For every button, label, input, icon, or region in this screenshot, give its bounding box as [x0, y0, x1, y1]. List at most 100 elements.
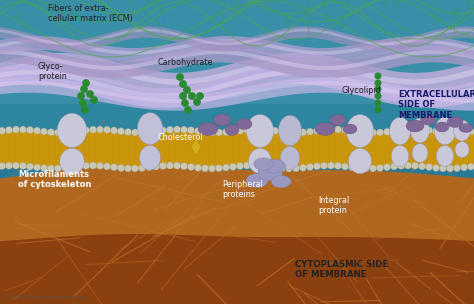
Circle shape [313, 163, 320, 170]
Text: EXTRACELLULAR
SIDE OF
MEMBRANE: EXTRACELLULAR SIDE OF MEMBRANE [398, 90, 474, 120]
Circle shape [244, 162, 250, 169]
Circle shape [6, 126, 12, 133]
Ellipse shape [420, 115, 436, 125]
Circle shape [12, 126, 19, 133]
Circle shape [180, 93, 186, 99]
Circle shape [383, 128, 391, 135]
Circle shape [185, 107, 191, 113]
Circle shape [189, 93, 195, 99]
Circle shape [103, 163, 110, 170]
Text: © 2011 Pearson Education, Inc.: © 2011 Pearson Education, Inc. [4, 295, 88, 300]
Circle shape [153, 128, 159, 135]
Ellipse shape [57, 113, 87, 147]
Circle shape [110, 164, 118, 171]
Ellipse shape [213, 114, 230, 126]
Ellipse shape [280, 147, 300, 170]
Circle shape [118, 128, 125, 135]
Ellipse shape [315, 123, 335, 136]
Circle shape [180, 81, 186, 87]
Circle shape [432, 128, 439, 135]
Circle shape [426, 127, 432, 134]
Circle shape [307, 128, 313, 135]
Circle shape [419, 126, 426, 133]
Ellipse shape [348, 148, 372, 174]
Circle shape [27, 163, 34, 170]
Circle shape [34, 127, 40, 134]
Text: Peripheral
proteins: Peripheral proteins [222, 180, 263, 199]
Circle shape [404, 162, 411, 169]
Ellipse shape [278, 116, 301, 146]
Circle shape [244, 126, 250, 133]
Circle shape [356, 164, 363, 171]
Circle shape [80, 100, 86, 106]
Circle shape [285, 165, 292, 172]
Circle shape [250, 162, 257, 169]
Circle shape [454, 129, 461, 136]
Text: Glycolipid: Glycolipid [342, 86, 382, 95]
Ellipse shape [410, 118, 429, 143]
Circle shape [177, 74, 183, 80]
Circle shape [398, 127, 404, 134]
Circle shape [398, 162, 404, 169]
Circle shape [194, 99, 200, 105]
Text: Glyco-
protein: Glyco- protein [38, 62, 67, 81]
Circle shape [103, 126, 110, 133]
Circle shape [75, 163, 82, 170]
Text: Carbohydrate: Carbohydrate [158, 58, 213, 67]
Circle shape [159, 127, 166, 134]
Circle shape [300, 129, 307, 136]
Circle shape [188, 164, 194, 171]
Circle shape [461, 129, 467, 136]
Circle shape [78, 93, 84, 99]
Circle shape [250, 126, 257, 133]
Circle shape [447, 129, 454, 136]
Circle shape [201, 165, 209, 172]
Circle shape [153, 163, 159, 170]
Circle shape [40, 165, 47, 172]
Circle shape [97, 126, 103, 133]
Ellipse shape [254, 158, 273, 170]
Circle shape [375, 93, 381, 99]
Circle shape [69, 164, 75, 171]
Bar [0, 104, 474, 304]
Circle shape [370, 165, 376, 172]
Circle shape [257, 163, 264, 170]
Circle shape [328, 162, 335, 169]
Circle shape [237, 163, 244, 170]
Circle shape [341, 126, 348, 133]
Circle shape [197, 93, 203, 99]
Circle shape [62, 164, 69, 171]
Circle shape [216, 165, 222, 172]
Circle shape [19, 126, 27, 133]
Bar [0, 144, 474, 304]
Circle shape [6, 162, 12, 169]
Ellipse shape [271, 175, 291, 188]
Ellipse shape [258, 165, 283, 181]
Ellipse shape [264, 159, 286, 173]
Ellipse shape [435, 122, 449, 132]
Ellipse shape [248, 148, 272, 174]
Circle shape [454, 165, 461, 172]
Ellipse shape [390, 117, 410, 145]
Circle shape [264, 163, 272, 170]
Bar [0, 131, 474, 167]
Circle shape [335, 126, 341, 133]
Circle shape [375, 100, 381, 106]
Circle shape [313, 127, 320, 134]
Circle shape [27, 126, 34, 133]
Circle shape [55, 165, 62, 172]
Ellipse shape [246, 174, 268, 188]
Ellipse shape [447, 116, 463, 127]
Circle shape [439, 165, 447, 172]
Circle shape [173, 126, 181, 133]
Circle shape [292, 129, 300, 136]
Ellipse shape [406, 120, 424, 132]
Text: Microfilaments
of cytoskeleton: Microfilaments of cytoskeleton [18, 170, 91, 189]
Circle shape [320, 162, 328, 169]
Circle shape [209, 129, 216, 136]
Circle shape [375, 80, 381, 86]
Ellipse shape [435, 117, 456, 145]
Text: Integral
protein: Integral protein [318, 196, 349, 216]
Circle shape [348, 127, 356, 134]
Circle shape [125, 165, 131, 172]
